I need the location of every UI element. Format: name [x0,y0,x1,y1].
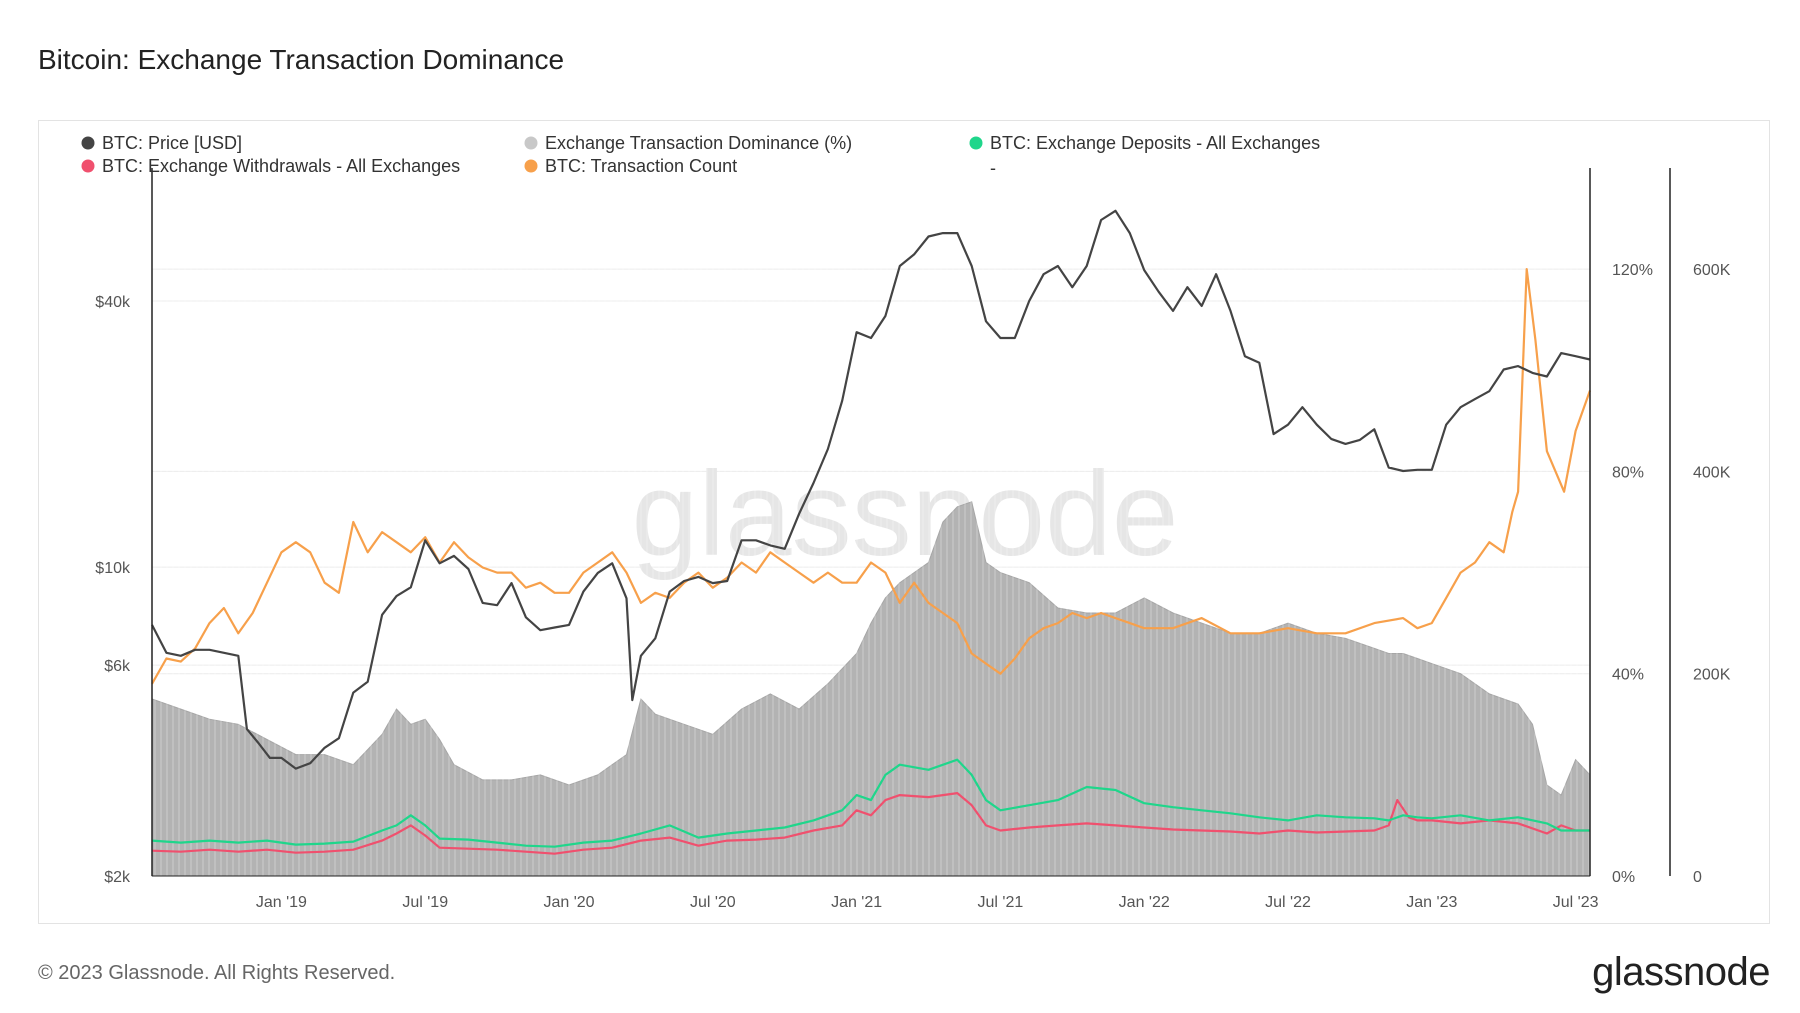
legend-marker [524,136,538,150]
series-line-btc-price-usd [151,209,1591,770]
x-tick-label: Jul '22 [1265,894,1311,911]
legend-item-btc-price-usd[interactable]: BTC: Price [USD] [81,133,243,153]
series-line-btc-exchange-withdrawals-all-exchanges [151,792,1590,855]
dominance-area [151,501,1591,877]
x-tick-label: Jan '21 [831,894,882,911]
legend-marker [81,159,95,173]
legend-label: Exchange Transaction Dominance (%) [545,133,852,153]
legend-item-exchange-transaction-dominance[interactable]: Exchange Transaction Dominance (%) [524,133,853,153]
legend-label: BTC: Transaction Count [545,156,737,176]
series-line-btc-transaction-count [151,268,1592,685]
y-tick-label-price: $6k [104,658,131,675]
chart-panel [38,120,1770,924]
legend-item-btc-transaction-count[interactable]: BTC: Transaction Count [524,156,738,176]
x-tick-label: Jul '19 [402,894,448,911]
legend[interactable]: BTC: Price [USD] Exchange Transaction Dom… [81,133,1321,178]
y-tick-label-price: $10k [95,560,131,577]
series-line-btc-exchange-deposits-all-exchanges [151,758,1590,848]
legend-item-btc-exchange-withdrawals-all-exchanges[interactable]: BTC: Exchange Withdrawals - All Exchange… [81,156,461,176]
y-tick-label-price: $40k [95,294,131,311]
axes: $2k $6k $10k $40k 0% 40% 80% 120% 0 200K 400K 600K J… [95,168,1731,911]
legend-label: BTC: Price [USD] [102,133,242,153]
y-tick-label-dominance: 80% [1612,464,1644,481]
x-tick-label: Jul '21 [978,894,1024,911]
y-tick-label-dominance: 40% [1612,667,1644,684]
legend-marker [81,136,95,150]
x-tick-label: Jul '20 [690,894,736,911]
copyright-text: © 2023 Glassnode. All Rights Reserved. [38,962,396,984]
x-tick-label: Jan '19 [256,894,307,911]
legend-item-btc-exchange-deposits-all-exchanges[interactable]: BTC: Exchange Deposits - All Exchanges [969,133,1321,153]
x-tick-label: Jan '22 [1119,894,1170,911]
x-tick-label: Jan '20 [543,894,594,911]
y-tick-label-dominance: 120% [1612,262,1653,279]
page-title: Bitcoin: Exchange Transaction Dominance [38,44,565,75]
x-tick-label: Jul '23 [1553,894,1599,911]
watermark: glassnode [631,447,1178,581]
y-tick-label-price: $2k [104,869,131,886]
dominance-area-layer [151,168,1591,877]
legend-label: BTC: Exchange Deposits - All Exchanges [990,133,1320,153]
y-tick-label-dominance: 0% [1612,869,1635,886]
x-tick-label: Jan '23 [1406,894,1457,911]
legend-marker [969,136,983,150]
lines-layer [151,209,1592,855]
legend-extra: - [990,158,996,178]
legend-marker [524,159,538,173]
y-tick-label-count: 200K [1693,667,1731,684]
legend-label: BTC: Exchange Withdrawals - All Exchange… [102,156,460,176]
y-tick-label-count: 600K [1693,262,1731,279]
brand-logo: glassnode [1592,950,1770,994]
y-tick-label-count: 0 [1693,869,1702,886]
y-tick-label-count: 400K [1693,464,1731,481]
